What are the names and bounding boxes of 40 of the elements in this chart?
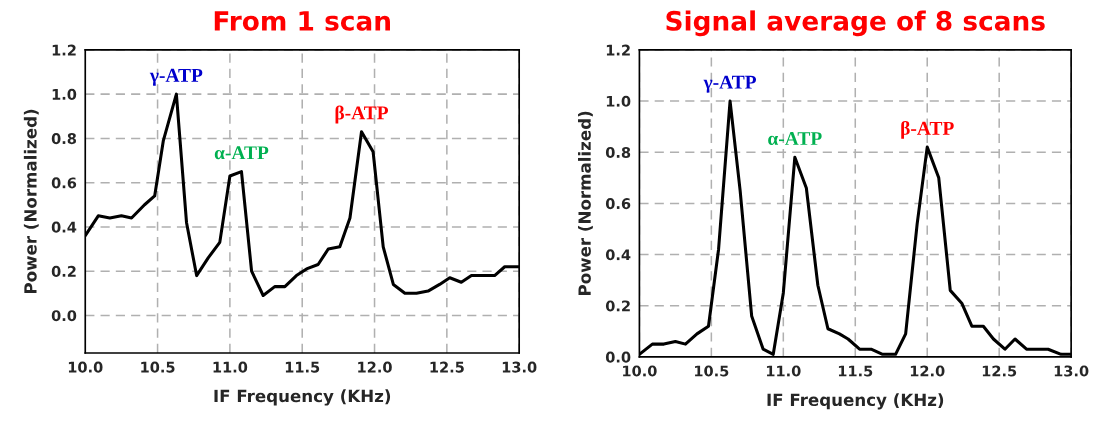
y-tick-label: 0.6 — [51, 177, 77, 189]
chart-title: From 1 scan — [214, 11, 390, 31]
x-tick-label: 13.0 — [1054, 365, 1089, 377]
y-tick-label: 1.2 — [52, 44, 76, 56]
x-axis-title: IF Frequency (KHz) — [214, 389, 391, 406]
y-tick-label: 1.0 — [606, 95, 631, 107]
annotation: γ-ATP — [149, 68, 203, 86]
y-axis-title: Power (Normalized) — [23, 109, 39, 294]
annotation: β-ATP — [335, 105, 389, 124]
y-tick-label: 0.4 — [51, 221, 77, 233]
x-tick-label: 10.5 — [141, 361, 175, 373]
y-tick-label: 0.4 — [605, 249, 631, 261]
x-tick-label: 12.5 — [982, 365, 1017, 377]
annotation: γ-ATP — [703, 75, 757, 93]
x-tick-label: 13.0 — [502, 361, 537, 373]
annotation: β-ATP — [901, 120, 954, 139]
x-tick-label: 12.5 — [430, 361, 464, 373]
y-tick-label: 0.8 — [51, 133, 77, 145]
x-tick-label: 10.5 — [695, 365, 729, 377]
x-tick-label: 12.0 — [358, 361, 392, 373]
annotation: α-ATP — [214, 146, 269, 160]
x-tick-label: 11.5 — [285, 361, 320, 373]
x-tick-label: 11.0 — [766, 365, 801, 377]
x-tick-label: 10.0 — [68, 361, 103, 373]
annotation: α-ATP — [768, 132, 822, 146]
y-tick-label: 1.2 — [606, 44, 630, 56]
x-tick-label: 12.0 — [910, 365, 945, 377]
y-tick-label: 0.0 — [51, 310, 77, 322]
y-tick-label: 0.2 — [51, 265, 76, 277]
y-tick-label: 0.2 — [605, 300, 630, 312]
y-tick-label: 0.6 — [605, 198, 631, 210]
x-axis-title: IF Frequency (KHz) — [767, 393, 944, 410]
chart-title: Signal average of 8 scans — [666, 10, 1045, 37]
x-tick-label: 10.0 — [623, 365, 657, 377]
y-tick-label: 1.0 — [52, 88, 77, 100]
x-tick-label: 11.5 — [838, 365, 873, 377]
x-tick-label: 11.0 — [213, 361, 248, 373]
y-tick-label: 0.0 — [605, 351, 631, 363]
y-tick-label: 0.8 — [605, 146, 631, 158]
y-axis-title: Power (Normalized) — [578, 111, 593, 295]
